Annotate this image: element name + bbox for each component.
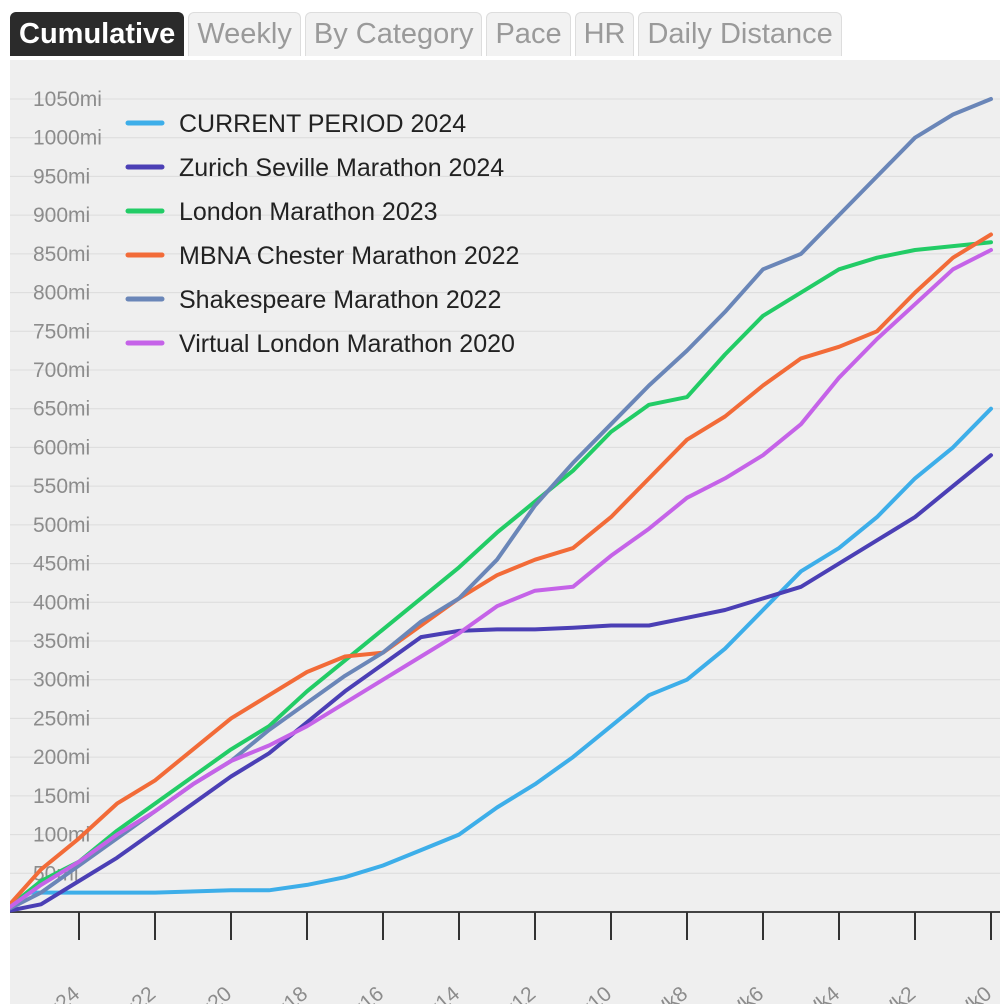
- series-line: [10, 248, 993, 910]
- x-tick-label: Wk22: [104, 982, 160, 1004]
- y-tick-label: 600mi: [33, 436, 90, 459]
- x-tick-label: Wk2: [873, 982, 920, 1004]
- y-tick-label: 900mi: [33, 204, 90, 227]
- y-tick-label: 250mi: [33, 707, 90, 730]
- tab-cumulative[interactable]: Cumulative: [10, 12, 185, 56]
- y-tick-label: 300mi: [33, 669, 90, 692]
- x-tick-label: Wk16: [332, 982, 388, 1004]
- y-tick-label: 700mi: [33, 359, 90, 382]
- chart-area: 50mi 100mi 150mi 200mi 250mi 300mi 350mi 400mi 4…: [10, 60, 1000, 1004]
- x-tick-label: Wk10: [560, 982, 616, 1004]
- y-tick-label: 200mi: [33, 746, 90, 769]
- y-tick-label: 750mi: [33, 320, 90, 343]
- x-tick-label: Wk18: [256, 982, 312, 1004]
- tab-bar: Cumulative Weekly By Category Pace HR Da…: [10, 12, 842, 58]
- x-tick-label: Wk20: [180, 982, 236, 1004]
- y-tick-label: 650mi: [33, 398, 90, 421]
- legend-label: Zurich Seville Marathon 2024: [179, 154, 504, 182]
- legend-label: MBNA Chester Marathon 2022: [179, 242, 519, 270]
- y-tick-label: 500mi: [33, 514, 90, 537]
- y-tick-label: 150mi: [33, 785, 90, 808]
- legend-label: Shakespeare Marathon 2022: [179, 286, 501, 314]
- x-tick-label: Wk4: [797, 982, 844, 1004]
- grid-lines: [10, 98, 1000, 913]
- series-line: [10, 406, 993, 910]
- y-tick-label: 550mi: [33, 475, 90, 498]
- y-tick-label: 350mi: [33, 630, 90, 653]
- legend: CURRENT PERIOD 2024 Zurich Seville Marath…: [125, 110, 519, 358]
- y-tick-label: 400mi: [33, 591, 90, 614]
- legend-label: London Marathon 2023: [179, 198, 438, 226]
- y-tick-label: 1000mi: [33, 127, 102, 150]
- y-axis: 50mi100mi150mi200mi250mi300mi350mi400mi4…: [33, 88, 102, 885]
- series-line: [10, 232, 993, 908]
- y-tick-label: 950mi: [33, 165, 90, 188]
- y-tick-label: 450mi: [33, 553, 90, 576]
- legend-label: CURRENT PERIOD 2024: [179, 110, 466, 138]
- y-tick-label: 850mi: [33, 243, 90, 266]
- x-tick-label: Wk8: [645, 982, 692, 1004]
- y-tick-label: 1050mi: [33, 88, 102, 111]
- x-axis: Wk24 Wk22 Wk20 Wk18 Wk16 Wk14 Wk12 Wk10 Wk8 Wk6 Wk…: [10, 911, 1000, 1004]
- tab-daily-distance[interactable]: Daily Distance: [638, 12, 842, 56]
- x-tick-label: Wk6: [721, 982, 768, 1004]
- y-tick-label: 800mi: [33, 282, 90, 305]
- tab-hr[interactable]: HR: [574, 12, 635, 56]
- x-tick-label: Wk24: [28, 982, 84, 1004]
- x-tick-label: Wk14: [408, 982, 464, 1004]
- tab-by-category[interactable]: By Category: [304, 12, 483, 56]
- tab-pace[interactable]: Pace: [486, 12, 571, 56]
- cumulative-chart: 50mi100mi150mi200mi250mi300mi350mi400mi4…: [10, 88, 1000, 1004]
- x-tick-label: Wk12: [484, 982, 540, 1004]
- series-line: [10, 453, 993, 913]
- x-tick-label: Wk0: [949, 982, 996, 1004]
- series-line: [10, 240, 993, 909]
- series-lines: [10, 97, 993, 913]
- legend-label: Virtual London Marathon 2020: [179, 330, 515, 358]
- series-line: [10, 97, 993, 911]
- tab-weekly[interactable]: Weekly: [188, 12, 301, 56]
